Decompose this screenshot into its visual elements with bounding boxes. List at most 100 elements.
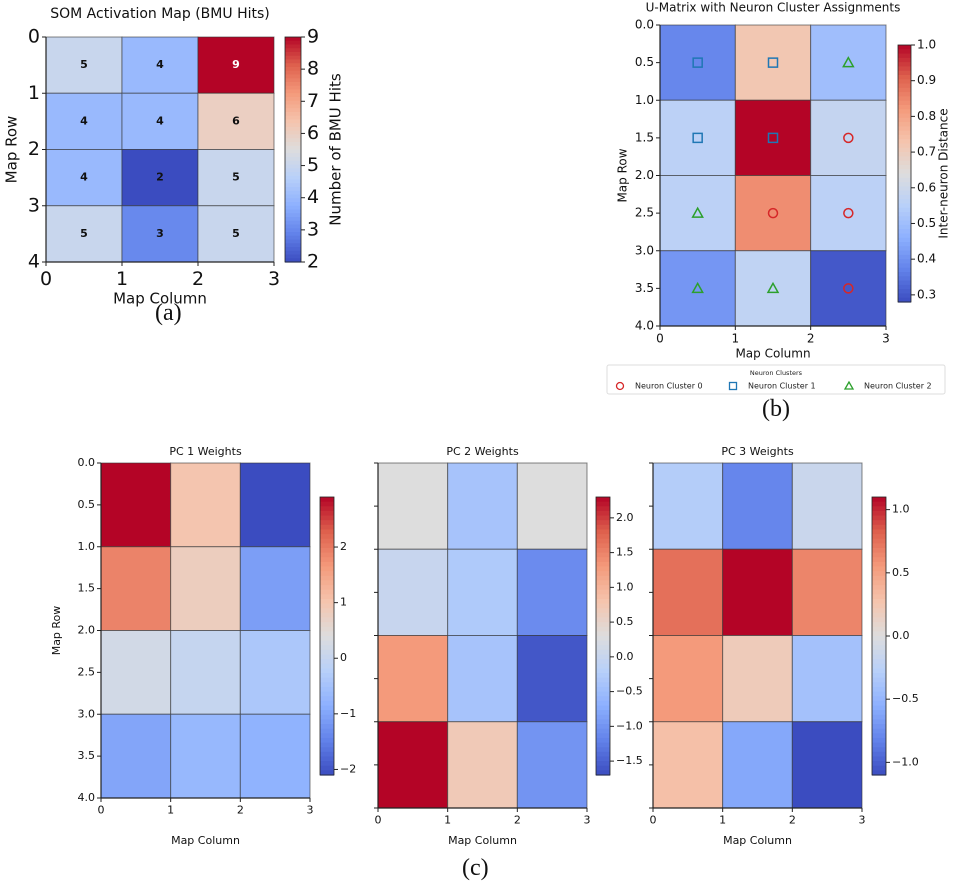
y-tick-label: 0.5	[635, 55, 654, 69]
colorbar-segment	[320, 765, 334, 771]
heatmap-cell	[45, 205, 123, 263]
x-tick-label: 0	[656, 332, 664, 346]
x-tick-label: 2	[192, 268, 204, 290]
colorbar-segment	[285, 187, 301, 192]
heatmap-cell	[377, 721, 449, 809]
heatmap-cell	[810, 24, 887, 101]
heatmap-cell	[659, 24, 736, 101]
colorbar-segment	[320, 710, 334, 716]
colorbar-segment	[898, 164, 911, 170]
colorbar-segment	[898, 92, 911, 97]
colorbar-segment	[872, 622, 886, 628]
colorbar-segment	[320, 742, 334, 748]
x-tick-label: 0	[650, 814, 657, 827]
colorbar-segment	[872, 636, 886, 642]
colorbar-segment	[872, 682, 886, 688]
colorbar-segment	[285, 70, 301, 76]
colorbar-segment	[285, 82, 301, 87]
colorbar-segment	[596, 538, 610, 544]
heatmap-cell	[516, 721, 588, 809]
y-tick-label: 1.5	[78, 582, 96, 595]
cluster-1-marker	[767, 57, 779, 68]
colorbar-segment	[898, 156, 911, 162]
colorbar-segment	[596, 691, 610, 697]
colorbar-segment	[596, 571, 610, 577]
heatmap-cell	[810, 250, 887, 327]
colorbar-segment	[596, 742, 610, 748]
heatmap-cell	[516, 635, 588, 723]
colorbar-segment	[320, 733, 334, 739]
colorbar-segment	[320, 737, 334, 744]
legend-entry-label: Neuron Cluster 0	[635, 382, 703, 391]
colorbar: −1.0 −0.5 0.0 0.5 1.0	[871, 496, 919, 776]
x-tick-label: 1	[719, 814, 726, 827]
heatmap-cell	[447, 635, 518, 723]
colorbar-segment	[320, 636, 334, 642]
colorbar-segment	[320, 654, 334, 660]
colorbar-segment	[320, 719, 334, 725]
colorbar-segment	[320, 682, 334, 688]
colorbar-segment	[898, 130, 911, 136]
colorbar-segment	[285, 258, 301, 263]
colorbar-segment	[320, 668, 334, 674]
colorbar-tick-label: −2	[340, 762, 356, 775]
colorbar-segment	[872, 603, 886, 609]
colorbar-segment	[898, 100, 911, 106]
colorbar-segment	[285, 243, 301, 248]
x-axis-label: Map Column	[735, 347, 810, 361]
colorbar-segment	[285, 104, 301, 109]
colorbar-segment	[872, 724, 886, 730]
cell-value-label: 4	[80, 114, 88, 127]
colorbar-tick-label: 2	[340, 540, 347, 553]
y-axis-label: Map Row	[616, 148, 630, 202]
colorbar-segment	[898, 62, 911, 68]
colorbar-segment	[285, 239, 301, 244]
colorbar-segment	[320, 510, 334, 517]
x-tick-label: 1	[732, 332, 740, 346]
colorbar-segment	[898, 134, 911, 140]
cell-value-label: 2	[156, 171, 164, 184]
colorbar-segment	[285, 123, 301, 128]
colorbar-segment	[285, 160, 301, 166]
colorbar-segment	[872, 594, 886, 600]
colorbar-segment	[285, 224, 301, 229]
y-tick-label: 1.0	[78, 540, 96, 553]
colorbar: 0.3 0.4 0.5 0.6 0.7 0.8 0.9 1.0 Inter-neuron Dis…	[897, 38, 951, 303]
colorbar-segment	[898, 70, 911, 76]
colorbar-segment	[596, 506, 610, 512]
colorbar-segment	[872, 557, 886, 563]
chart-c2: PC 2 Weights 0 1 2 3 Map Column −1.5 −1.0 −0.5 0.…	[374, 445, 643, 847]
colorbar-segment	[320, 529, 334, 535]
colorbar-segment	[285, 145, 301, 151]
cell-value-label: 4	[156, 114, 164, 127]
colorbar-segment	[898, 49, 911, 55]
colorbar-tick-label: 7	[307, 90, 319, 112]
colorbar-segment	[320, 580, 334, 586]
y-tick-label: 1	[28, 82, 40, 104]
colorbar-segment	[285, 119, 301, 124]
colorbar-segment	[320, 724, 334, 730]
heatmap-cell	[239, 546, 311, 631]
colorbar-segment	[285, 89, 301, 94]
x-tick-label: 2	[807, 332, 815, 346]
colorbar-segment	[320, 673, 334, 679]
colorbar-segment	[872, 543, 886, 549]
y-tick-label: 3.0	[78, 707, 96, 720]
colorbar-segment	[872, 765, 886, 771]
colorbar-segment	[320, 714, 334, 720]
colorbar-segment	[320, 543, 334, 549]
colorbar-segment	[596, 761, 610, 767]
colorbar-segment	[285, 100, 301, 106]
colorbar-tick-label: 4	[307, 186, 319, 208]
colorbar-segment	[285, 205, 301, 211]
colorbar-segment	[320, 561, 334, 568]
y-tick-label: 2.5	[78, 665, 96, 678]
colorbar-segment	[285, 112, 301, 117]
colorbar-segment	[320, 520, 334, 526]
colorbar-segment	[285, 183, 301, 188]
chart-c1: PC 1 Weights 0 1 2 3 0.0 0.5 1.0 1.5 2.0 2.5 3.0 3.5…	[50, 445, 356, 847]
y-tick-label: 4	[28, 251, 40, 273]
x-tick-label: 3	[307, 804, 314, 817]
x-tick-label: 1	[167, 804, 174, 817]
